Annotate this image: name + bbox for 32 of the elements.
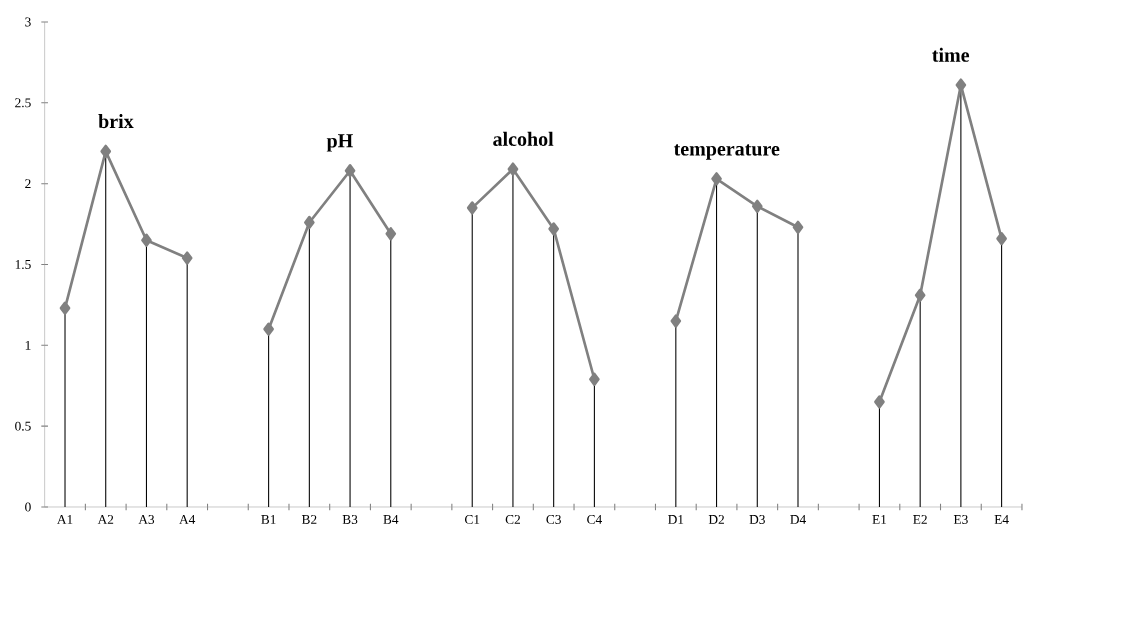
x-tick-label: D4 bbox=[790, 515, 806, 524]
y-tick-label: 2.5 bbox=[15, 98, 31, 108]
y-tick-label: 2 bbox=[25, 179, 31, 189]
x-tick-label: E1 bbox=[872, 515, 887, 524]
x-tick-label: D1 bbox=[668, 515, 684, 524]
x-tick-label: D3 bbox=[749, 515, 765, 524]
series-label: brix bbox=[98, 114, 134, 129]
x-tick-label: B2 bbox=[301, 515, 317, 524]
x-tick-label: A2 bbox=[97, 515, 114, 524]
series-label: time bbox=[932, 47, 970, 62]
x-tick-label: A3 bbox=[138, 515, 155, 524]
x-tick-label: D2 bbox=[708, 515, 724, 524]
x-tick-label: E4 bbox=[994, 515, 1009, 524]
series-label: pH bbox=[326, 134, 353, 152]
y-tick-label: 1 bbox=[25, 340, 31, 350]
x-tick-label: C4 bbox=[587, 515, 602, 524]
series-label: alcohol bbox=[493, 131, 554, 146]
y-tick-label: 3 bbox=[25, 17, 31, 27]
x-tick-label: E3 bbox=[953, 515, 968, 524]
x-tick-label: B4 bbox=[383, 515, 399, 524]
x-tick-label: E2 bbox=[913, 515, 927, 524]
x-tick-label: C1 bbox=[464, 515, 480, 524]
x-tick-label: C2 bbox=[505, 515, 520, 524]
y-tick-label: 0 bbox=[25, 502, 31, 512]
x-tick-label: A4 bbox=[179, 515, 196, 524]
x-tick-label: B1 bbox=[261, 515, 276, 524]
y-tick-label: 1.5 bbox=[15, 259, 31, 269]
x-tick-label: B3 bbox=[342, 515, 358, 524]
y-tick-label: 0.5 bbox=[15, 421, 31, 431]
x-tick-label: A1 bbox=[56, 515, 73, 524]
series-label: temperature bbox=[673, 144, 780, 160]
x-tick-label: C3 bbox=[546, 515, 561, 524]
